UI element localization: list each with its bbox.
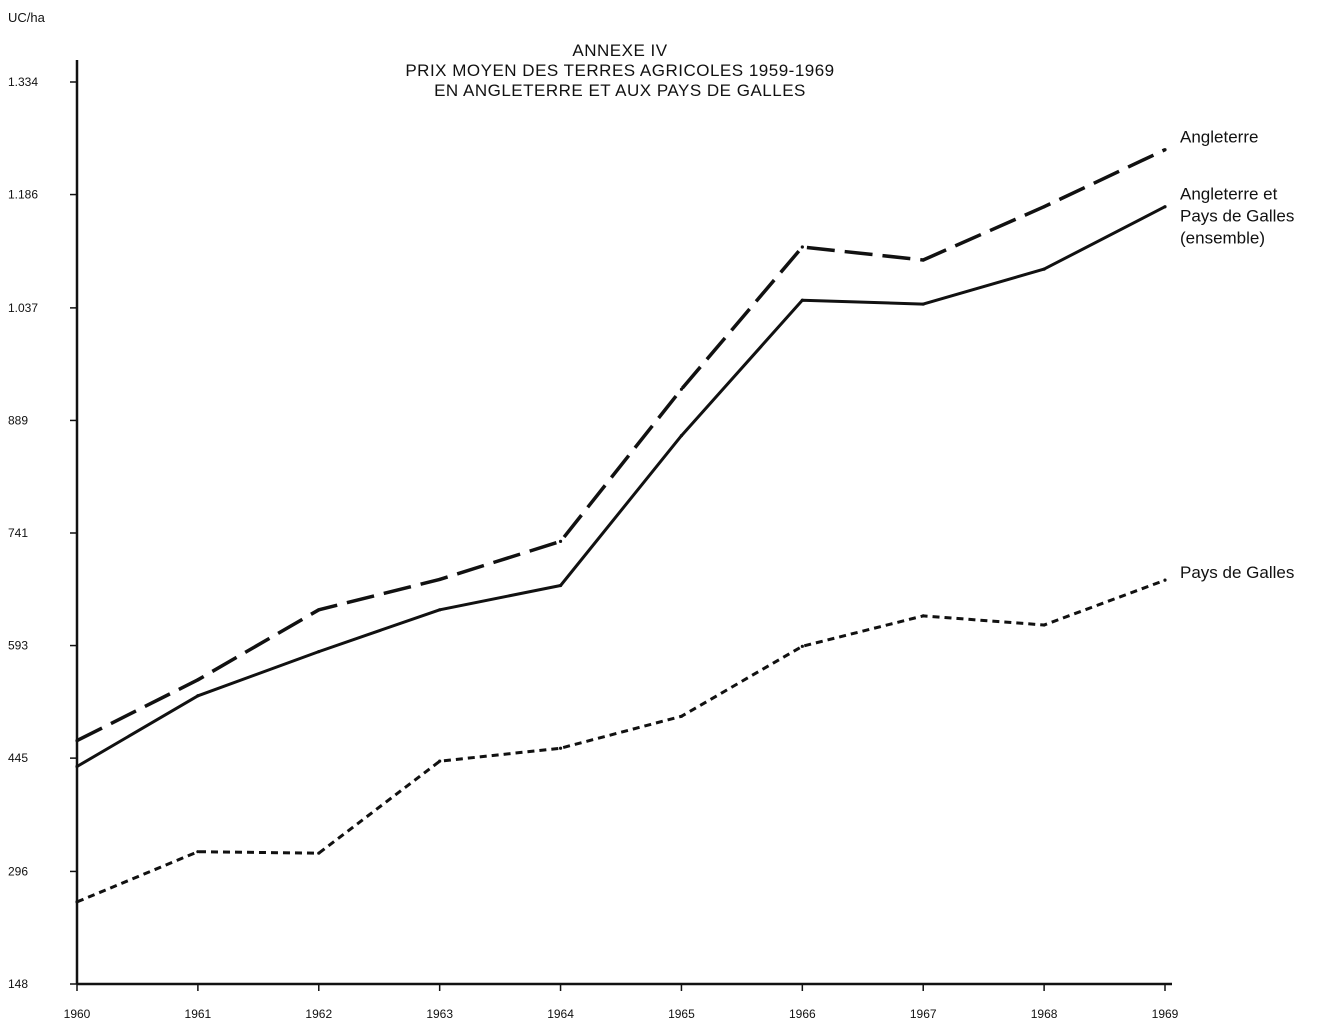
series-3-point: [800, 644, 804, 648]
x-tick-label: 1969: [1152, 1007, 1179, 1021]
series-label-2: (ensemble): [1180, 229, 1265, 248]
series-1-point: [317, 608, 321, 612]
y-tick-label: 1.186: [8, 188, 38, 202]
series-1-point: [196, 678, 200, 682]
y-tick-label: 593: [8, 639, 28, 653]
x-tick-label: 1960: [64, 1007, 91, 1021]
series-2-point: [800, 298, 804, 302]
series-1-point: [558, 539, 563, 543]
series-2-point: [1163, 205, 1167, 209]
y-tick-label: 889: [8, 413, 28, 427]
y-tick-label: 1.037: [8, 301, 38, 315]
x-tick-label: 1963: [426, 1007, 453, 1021]
series-2-point: [679, 434, 684, 438]
title-line-3: EN ANGLETERRE ET AUX PAYS DE GALLES: [434, 81, 806, 100]
title-line-2: PRIX MOYEN DES TERRES AGRICOLES 1959-196…: [405, 61, 834, 80]
series-label-2: Angleterre et: [1180, 185, 1278, 204]
series-3-point: [558, 746, 563, 750]
series-2-point: [196, 694, 200, 698]
series-1-point: [1042, 205, 1046, 209]
series-line-3: [76, 578, 1166, 904]
series-line-1: [76, 148, 1166, 743]
y-tick-label: 296: [8, 864, 28, 878]
x-tick-label: 1962: [305, 1007, 332, 1021]
y-tick-label: 148: [8, 977, 28, 991]
series-3-point: [196, 850, 200, 854]
series-2-point: [75, 764, 79, 769]
series-3-point: [317, 851, 321, 855]
x-axis-ticks: 1960 1961 1962 1963 1964 1965 1966 1967 1968 1969: [64, 984, 1179, 1021]
series-2-point: [921, 302, 925, 306]
series-2-point: [1042, 267, 1046, 271]
series-label-3: Pays de Galles: [1180, 563, 1294, 582]
series-2-point: [558, 583, 563, 588]
y-tick-label: 1.334: [8, 75, 38, 89]
y-axis-ticks: 148 296 445 593 741 889 1.037 1.186 1.334: [8, 75, 77, 991]
series-3-point: [438, 759, 442, 763]
series-3-point: [1163, 578, 1167, 582]
series-lines: [75, 148, 1167, 904]
series-1-point: [800, 245, 804, 249]
x-tick-label: 1964: [547, 1007, 574, 1021]
x-tick-label: 1965: [668, 1007, 695, 1021]
series-1-point: [438, 577, 442, 581]
series-line-2: [76, 205, 1166, 768]
series-label-2: Pays de Galles: [1180, 207, 1294, 226]
series-1-point: [679, 387, 684, 391]
x-tick-label: 1966: [789, 1007, 816, 1021]
series-2-point: [317, 650, 321, 654]
x-tick-label: 1967: [910, 1007, 937, 1021]
series-1-point: [921, 258, 925, 262]
series-1-point: [1163, 148, 1167, 152]
y-tick-label: 445: [8, 751, 28, 765]
series-3-point: [679, 714, 684, 718]
series-labels: Angleterre Angleterre et Pays de Galles (en…: [1180, 128, 1294, 582]
y-axis-unit-label: UC/ha: [8, 10, 46, 25]
x-tick-label: 1968: [1031, 1007, 1058, 1021]
series-label-1: Angleterre: [1180, 128, 1258, 147]
series-2-point: [438, 608, 442, 612]
chart-title: ANNEXE IV PRIX MOYEN DES TERRES AGRICOLE…: [405, 41, 834, 100]
series-3-point: [75, 900, 79, 904]
title-line-1: ANNEXE IV: [572, 41, 667, 60]
series-3-point: [1042, 623, 1046, 627]
y-tick-label: 741: [8, 526, 28, 540]
series-1-point: [75, 739, 79, 743]
x-tick-label: 1961: [185, 1007, 212, 1021]
series-3-point: [921, 614, 925, 618]
